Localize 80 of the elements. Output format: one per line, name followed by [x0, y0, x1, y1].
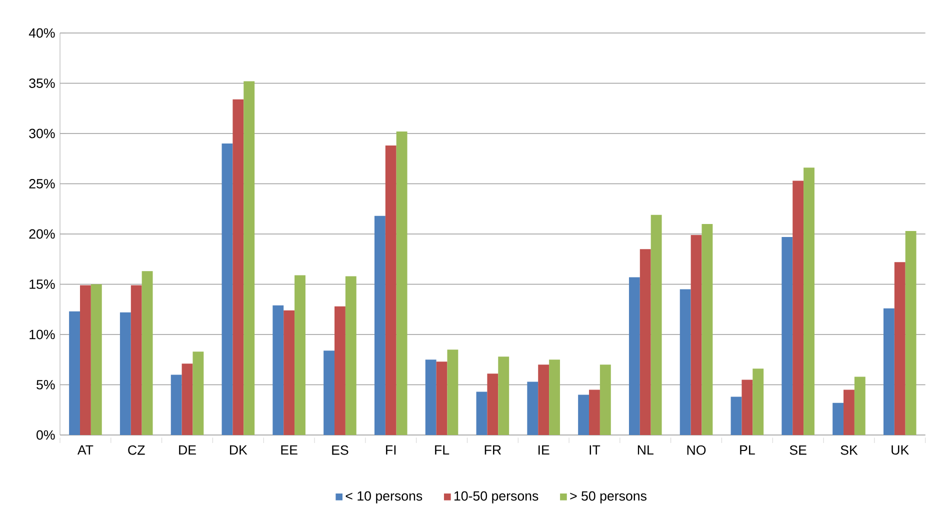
bar	[527, 382, 538, 435]
bar	[272, 305, 284, 435]
bar	[883, 308, 894, 435]
bar	[792, 180, 804, 435]
y-tick-label: 30%	[29, 128, 55, 138]
bar	[396, 131, 408, 435]
bar	[578, 394, 590, 435]
x-tick-label: SK	[840, 445, 858, 455]
bar	[192, 352, 204, 435]
x-tick-label: IE	[538, 445, 550, 455]
x-tick-label: SE	[790, 445, 806, 455]
x-tick-label: DE	[179, 445, 196, 455]
bar	[170, 374, 182, 435]
x-tick-label: NL	[638, 445, 654, 455]
bar	[90, 284, 102, 435]
bar	[374, 216, 386, 435]
bar	[334, 306, 346, 435]
bar	[244, 81, 255, 435]
legend-label: 10-50 persons	[454, 491, 538, 504]
bar	[600, 364, 611, 435]
bar	[232, 99, 244, 435]
x-tick-label: FL	[435, 445, 450, 455]
bar	[628, 277, 640, 435]
y-tick-label: 40%	[28, 28, 55, 38]
bar	[854, 376, 866, 435]
y-tick-label: 25%	[29, 179, 55, 188]
bar	[589, 390, 600, 435]
bar	[222, 144, 233, 435]
bar	[640, 249, 651, 435]
bar	[538, 364, 550, 435]
bar	[294, 275, 306, 435]
bar	[549, 360, 560, 435]
x-tick-label: FI	[386, 445, 396, 455]
x-tick-label: UK	[892, 445, 909, 455]
bar	[130, 285, 142, 435]
y-tick-label: 10%	[30, 330, 55, 340]
bar	[425, 360, 436, 435]
bar	[680, 289, 691, 435]
x-tick-label: FR	[484, 445, 501, 455]
bar	[345, 276, 356, 435]
bar	[436, 362, 448, 435]
bar	[80, 285, 91, 435]
bar	[69, 311, 80, 435]
x-tick-label: IT	[590, 445, 600, 455]
bar	[476, 392, 488, 435]
y-tick-label: 0%	[36, 430, 55, 440]
legend-label: < 10 persons	[346, 491, 422, 504]
bar	[487, 374, 498, 435]
bar	[324, 350, 335, 435]
bar	[120, 312, 131, 435]
bar	[752, 368, 764, 435]
y-tick-label: 35%	[29, 78, 55, 88]
bar	[782, 237, 793, 435]
bar	[498, 356, 510, 435]
bar	[905, 230, 916, 435]
bar	[730, 396, 742, 435]
x-tick-label: CZ	[128, 445, 145, 455]
y-tick-label: 5%	[36, 380, 55, 390]
bar	[142, 271, 153, 435]
bar	[832, 402, 844, 435]
bar	[385, 146, 396, 435]
bar	[844, 390, 854, 435]
y-tick-label: 15%	[30, 280, 55, 289]
x-tick-label: DK	[230, 445, 248, 455]
legend-label: > 50 persons	[570, 491, 646, 504]
x-tick-label: NO	[687, 445, 706, 455]
x-tick-label: PL	[740, 445, 755, 455]
x-tick-label: ES	[332, 445, 348, 455]
bar	[804, 168, 814, 435]
bar	[447, 350, 458, 435]
bar	[182, 364, 193, 435]
bar	[690, 235, 702, 435]
x-tick-label: AT	[77, 445, 94, 455]
x-tick-label: EE	[281, 445, 298, 455]
y-tick-label: 20%	[29, 229, 55, 239]
bar	[284, 310, 295, 435]
bar	[650, 214, 662, 435]
bar	[894, 262, 906, 435]
bar	[742, 380, 753, 435]
bar	[702, 224, 713, 435]
